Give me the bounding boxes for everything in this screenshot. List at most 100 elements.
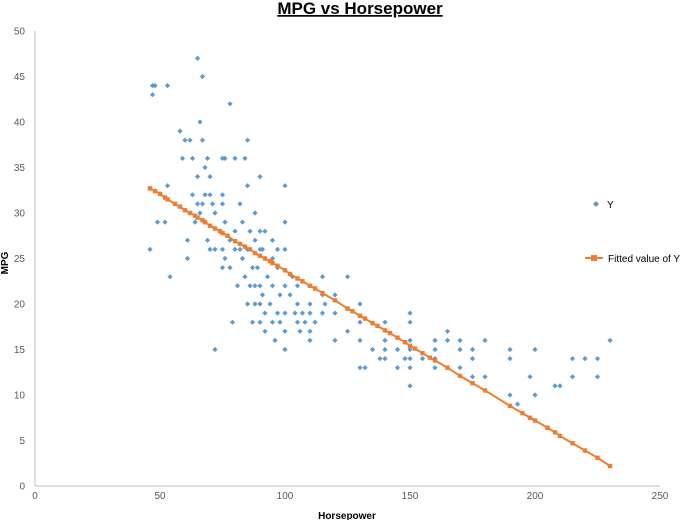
data-point <box>444 337 451 343</box>
data-point <box>382 337 388 343</box>
data-point <box>432 365 438 371</box>
data-point <box>407 365 413 371</box>
data-point <box>257 174 263 180</box>
data-point <box>407 319 413 325</box>
y-tick-label: 10 <box>14 391 26 402</box>
data-point <box>252 237 258 243</box>
data-point <box>362 365 368 371</box>
fitted-point <box>225 233 230 238</box>
data-point <box>184 255 191 262</box>
data-point <box>259 292 266 298</box>
data-point <box>219 192 226 198</box>
data-point <box>257 283 263 289</box>
data-point <box>274 310 281 316</box>
fitted-point <box>247 247 253 252</box>
fitted-point <box>570 441 575 446</box>
data-point <box>247 283 253 289</box>
data-point <box>444 328 451 334</box>
data-point <box>249 265 256 271</box>
fitted-point <box>532 418 538 423</box>
data-point <box>154 219 161 225</box>
fitted-point <box>320 290 325 296</box>
fitted-point <box>520 411 525 416</box>
data-point <box>222 219 228 225</box>
fitted-point <box>195 215 200 220</box>
data-point <box>407 310 413 316</box>
x-tick-label: 100 <box>277 491 294 502</box>
y-tick-labels: 0 5 10 15 20 25 30 35 40 45 50 <box>14 27 26 493</box>
data-point <box>244 183 251 189</box>
x-axis-label: Horsepower <box>318 511 376 520</box>
data-point <box>267 301 273 307</box>
data-point <box>307 301 313 307</box>
fitted-point <box>557 433 563 439</box>
legend: Y Fitted value of Y <box>585 200 680 265</box>
data-point <box>212 346 218 353</box>
y-tick-label: 25 <box>14 254 26 265</box>
fitted-point <box>300 279 305 284</box>
data-point <box>219 265 226 271</box>
data-point <box>282 219 288 225</box>
data-point <box>419 356 426 362</box>
data-point <box>252 283 258 289</box>
data-point <box>194 174 201 180</box>
data-point <box>269 283 276 289</box>
fitted-point <box>295 276 300 281</box>
fitted-point <box>165 197 170 202</box>
data-point <box>149 92 156 98</box>
data-point <box>287 292 293 298</box>
data-point <box>294 283 301 289</box>
legend-marker-y-icon <box>593 201 599 207</box>
data-point <box>204 155 211 161</box>
data-point <box>469 346 476 353</box>
data-point <box>277 292 283 298</box>
data-point <box>457 346 463 353</box>
data-point <box>252 210 258 216</box>
fitted-point <box>177 204 183 209</box>
data-point <box>369 346 376 353</box>
fitted-point <box>402 340 408 345</box>
fitted-point <box>232 239 238 244</box>
data-point <box>357 319 363 325</box>
fitted-point <box>607 463 613 469</box>
fitted-point <box>287 271 293 277</box>
data-point <box>482 374 488 380</box>
y-tick-label: 45 <box>14 72 26 83</box>
fitted-point <box>407 343 413 349</box>
data-point <box>259 246 266 252</box>
data-point <box>254 265 261 271</box>
fitted-point <box>162 195 168 200</box>
data-point <box>219 201 226 207</box>
data-point <box>299 310 306 316</box>
data-point <box>209 201 216 207</box>
series-fitted-line <box>147 186 613 469</box>
fitted-point <box>212 226 218 231</box>
data-point <box>344 328 351 334</box>
y-tick-label: 35 <box>14 163 26 174</box>
data-point <box>457 337 463 343</box>
data-point <box>282 183 288 189</box>
data-point <box>202 164 208 171</box>
fitted-point <box>262 256 268 261</box>
data-point <box>227 101 233 107</box>
data-point <box>394 365 401 371</box>
data-point <box>594 374 601 380</box>
fitted-point <box>257 253 263 258</box>
data-point <box>332 292 338 298</box>
data-point <box>207 174 213 180</box>
data-point <box>302 319 308 325</box>
data-point <box>292 310 298 316</box>
data-point <box>197 119 203 125</box>
fitted-point <box>357 313 363 319</box>
data-point <box>282 246 288 252</box>
data-point <box>244 301 251 307</box>
series-y-points <box>147 55 613 407</box>
data-point <box>407 346 413 353</box>
data-point <box>282 328 288 334</box>
data-point <box>382 319 388 325</box>
data-point <box>394 346 401 353</box>
data-point <box>514 401 521 407</box>
data-point <box>164 183 171 189</box>
data-point <box>207 192 213 198</box>
